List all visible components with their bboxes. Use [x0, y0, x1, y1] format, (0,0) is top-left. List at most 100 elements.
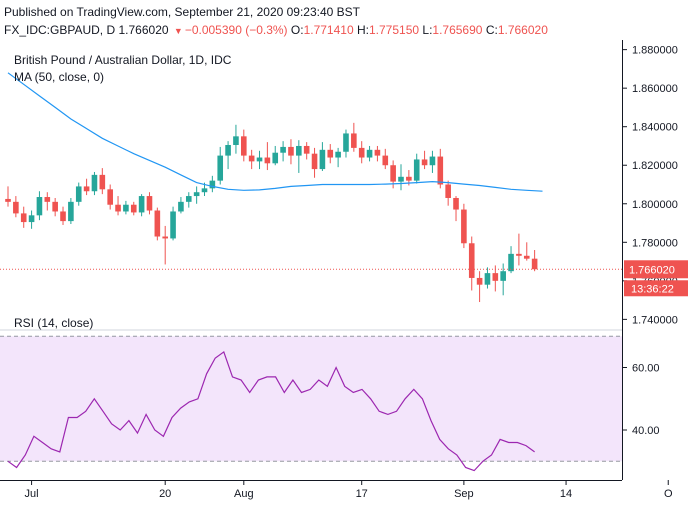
candle [319, 142, 326, 172]
candle-body [115, 204, 121, 212]
candle [264, 142, 271, 171]
low-value: 1.765690 [432, 23, 483, 37]
countdown-badge [624, 280, 688, 297]
candle-body [123, 204, 129, 212]
candle-body [138, 196, 145, 213]
candle [280, 141, 286, 162]
candle-body [382, 155, 389, 166]
time-tick-label: 17 [356, 488, 368, 500]
candle-body [185, 196, 192, 202]
candle [68, 197, 74, 224]
candle [413, 153, 420, 184]
chart-title: British Pound / Australian Dollar, 1D, I… [14, 53, 232, 67]
price-tick-label: 1.820000 [632, 160, 678, 172]
candle-body [28, 215, 35, 223]
published-text: Published on TradingView.com, September … [4, 5, 361, 19]
candle-body [162, 236, 168, 239]
candle [500, 263, 506, 296]
price-tick-label: 1.840000 [632, 122, 678, 134]
candle [421, 150, 428, 170]
candle [429, 150, 436, 173]
price-tick-label: 1.740000 [632, 314, 678, 326]
candle-body [44, 197, 51, 202]
candle [193, 186, 200, 204]
candle-body [311, 153, 318, 170]
open-value: 1.771410 [303, 23, 354, 37]
high-value: 1.775150 [368, 23, 420, 37]
candle [256, 150, 263, 170]
candle [508, 246, 514, 274]
ohlc-line: FX_IDC:GBPAUD, D 1.766020 ▼ −0.005390 (−0… [4, 23, 548, 37]
high-label: H: [356, 23, 369, 37]
candle-body [406, 176, 412, 181]
candle [170, 206, 176, 241]
candle-body [500, 271, 506, 281]
candle-body [366, 149, 373, 158]
candle-body [248, 155, 255, 162]
rsi-legend[interactable]: RSI (14, close) [14, 316, 94, 330]
price-tick-label: 1.880000 [632, 45, 678, 57]
candle-body [130, 204, 137, 213]
ma-legend[interactable]: MA (50, close, 0) [14, 70, 105, 84]
candle-body [280, 146, 286, 153]
last-price: 1.766020 [118, 23, 169, 37]
candle-body [421, 159, 428, 166]
candle [531, 250, 538, 272]
time-tick-label: 20 [159, 488, 171, 500]
down-arrow-icon: ▼ [173, 26, 183, 36]
candle-body [484, 273, 491, 285]
candle [138, 194, 145, 217]
price-badge [624, 260, 688, 279]
price-badge-text: 1.766020 [629, 264, 675, 276]
candle-body [523, 255, 530, 259]
candle-body [107, 189, 113, 205]
candle-body [531, 258, 538, 270]
candle [13, 196, 19, 218]
candle [398, 164, 404, 191]
candle [130, 201, 137, 216]
candle [115, 196, 121, 216]
candle-body [241, 136, 247, 156]
candle [146, 192, 153, 215]
candle-body [508, 253, 514, 272]
candle [343, 129, 349, 158]
candle-body [516, 253, 522, 256]
candle-body [170, 211, 176, 239]
candle-body [154, 210, 161, 237]
candle-body [319, 149, 326, 170]
candle-body [52, 201, 58, 212]
candle [303, 142, 310, 160]
candle-body [492, 273, 499, 281]
candle-body [272, 152, 279, 164]
candle-body [288, 146, 294, 156]
candle [225, 141, 231, 170]
candle [248, 149, 255, 170]
countdown-text: 13:36:22 [631, 283, 674, 295]
candle-body [20, 213, 27, 223]
candle [154, 207, 161, 241]
candle-body [75, 186, 82, 202]
candle [36, 191, 43, 221]
candle [523, 242, 530, 261]
candle [185, 192, 192, 208]
price-pane [0, 72, 622, 303]
candle [60, 206, 66, 225]
candle-body [461, 209, 467, 244]
candle [445, 180, 451, 206]
candle-body [327, 149, 334, 158]
candle [358, 141, 365, 164]
candle-body [99, 174, 106, 190]
candle [327, 144, 334, 164]
candle-body [178, 201, 184, 212]
candle [241, 129, 247, 162]
candle [20, 206, 27, 228]
candle [453, 196, 459, 222]
price-tick-label: 1.860000 [632, 83, 678, 95]
time-tick-label: O [664, 488, 673, 500]
candle [351, 122, 357, 152]
candle [311, 147, 318, 178]
candle [162, 225, 168, 265]
candle-body [296, 145, 302, 156]
candle [272, 145, 279, 166]
